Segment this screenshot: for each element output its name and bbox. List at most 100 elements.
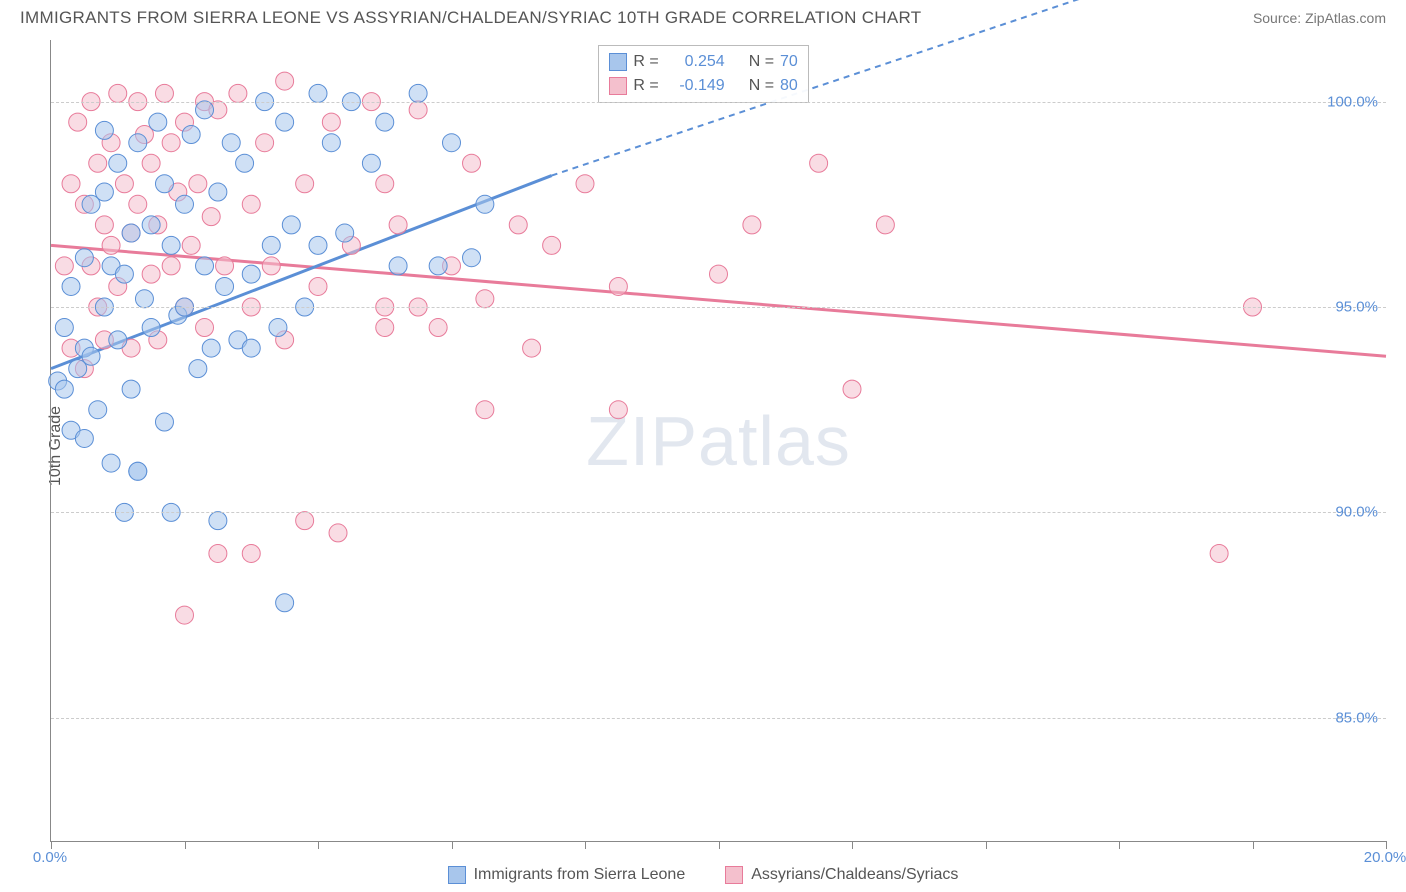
data-point [176,195,194,213]
x-tick-label: 20.0% [1364,849,1406,866]
data-point [135,290,153,308]
correlation-legend: R = 0.254 N = 70 R = -0.149 N = 80 [598,45,808,103]
x-tick [1386,841,1387,849]
gridline [51,307,1386,308]
data-point [162,236,180,254]
y-tick-label: 90.0% [1335,504,1378,521]
data-point [242,265,260,283]
x-tick [852,841,853,849]
gridline [51,718,1386,719]
data-point [155,413,173,431]
data-point [476,195,494,213]
data-point [196,257,214,275]
data-point [609,401,627,419]
data-point [155,175,173,193]
data-point [122,224,140,242]
data-point [202,208,220,226]
data-point [276,594,294,612]
data-point [409,84,427,102]
data-point [229,84,247,102]
data-point [429,319,447,337]
x-tick [585,841,586,849]
data-point [309,277,327,295]
data-point [115,175,133,193]
data-point [142,154,160,172]
source-link[interactable]: ZipAtlas.com [1305,10,1386,26]
data-point [55,257,73,275]
data-point [75,429,93,447]
data-point [149,113,167,131]
data-point [242,195,260,213]
x-tick [452,841,453,849]
data-point [429,257,447,275]
data-point [843,380,861,398]
chart-title: IMMIGRANTS FROM SIERRA LEONE VS ASSYRIAN… [20,8,921,28]
r-label: R = [633,74,658,98]
y-tick-label: 85.0% [1335,709,1378,726]
data-point [189,360,207,378]
data-point [75,249,93,267]
y-tick-label: 100.0% [1327,93,1378,110]
gridline [51,512,1386,513]
data-point [89,154,107,172]
data-point [876,216,894,234]
n-value: 70 [780,50,798,74]
data-point [376,175,394,193]
x-tick [318,841,319,849]
data-point [1210,544,1228,562]
data-point [102,236,120,254]
x-tick [51,841,52,849]
data-point [55,380,73,398]
data-point [329,524,347,542]
source-prefix: Source: [1253,10,1305,26]
data-point [95,183,113,201]
data-point [322,134,340,152]
data-point [362,154,380,172]
scatter-svg [51,40,1386,841]
data-point [262,236,280,254]
data-point [62,277,80,295]
data-point [543,236,561,254]
data-point [336,224,354,242]
data-point [236,154,254,172]
data-point [509,216,527,234]
data-point [376,113,394,131]
chart-header: IMMIGRANTS FROM SIERRA LEONE VS ASSYRIAN… [0,0,1406,32]
data-point [296,175,314,193]
legend-swatch [448,866,466,884]
data-point [62,175,80,193]
legend-swatch [609,77,627,95]
x-tick [719,841,720,849]
n-value: 80 [780,74,798,98]
y-tick-label: 95.0% [1335,299,1378,316]
data-point [196,101,214,119]
data-point [262,257,280,275]
data-point [309,84,327,102]
x-tick [1253,841,1254,849]
data-point [176,606,194,624]
r-value: -0.149 [665,74,725,98]
data-point [115,265,133,283]
data-point [322,113,340,131]
data-point [95,121,113,139]
legend-label: Assyrians/Chaldeans/Syriacs [751,866,958,884]
data-point [129,195,147,213]
data-point [162,257,180,275]
data-point [82,347,100,365]
data-point [376,319,394,337]
data-point [142,216,160,234]
data-point [242,544,260,562]
data-point [182,125,200,143]
data-point [710,265,728,283]
x-tick [1119,841,1120,849]
x-tick [986,841,987,849]
legend-item: Assyrians/Chaldeans/Syriacs [725,866,958,884]
data-point [389,257,407,275]
data-point [523,339,541,357]
data-point [222,134,240,152]
data-point [122,380,140,398]
data-point [476,290,494,308]
n-label: N = [749,50,774,74]
data-point [109,331,127,349]
series-legend: Immigrants from Sierra LeoneAssyrians/Ch… [0,866,1406,884]
